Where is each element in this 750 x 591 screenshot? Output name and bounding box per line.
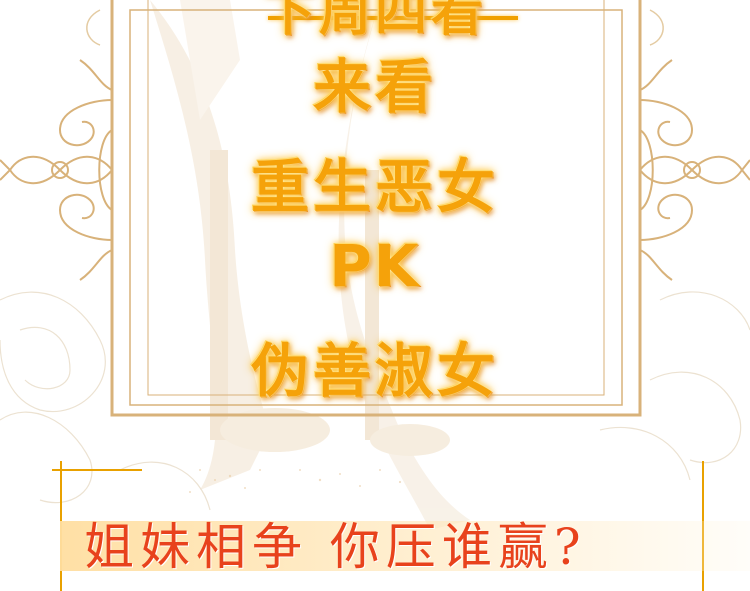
hourglass-art	[150, 0, 470, 530]
left-frame-ornament-icon	[0, 59, 114, 281]
corner-swirl-icon	[86, 9, 664, 46]
banner-text: 姐妹相争 你压谁赢?	[84, 518, 587, 576]
ornate-frame	[110, 0, 642, 417]
heading-line-3: PK	[329, 232, 421, 300]
cut-off-heading: 下周四看	[262, 0, 487, 43]
heading-line-1: 来看	[312, 53, 437, 121]
heading-line-2: 重生恶女	[250, 153, 499, 221]
banner-frame-line	[52, 469, 142, 471]
heading-line-4: 伪善淑女	[250, 337, 499, 405]
sparkle-dust	[189, 469, 402, 493]
banner-highlight-bar	[60, 521, 750, 571]
bottom-banner: 姐妹相争 你压谁赢?	[52, 461, 750, 591]
right-frame-ornament-icon	[638, 59, 750, 281]
flower-sketch	[0, 291, 750, 511]
title-underline	[268, 16, 518, 20]
